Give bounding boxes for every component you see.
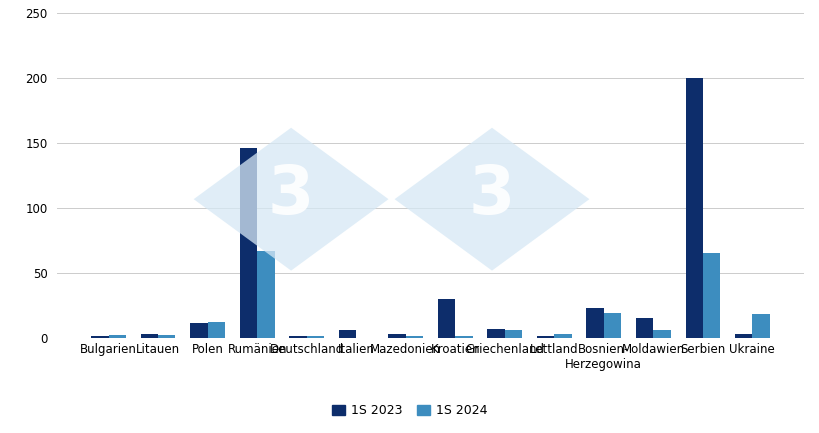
Bar <box>486 329 505 338</box>
Bar <box>536 336 554 338</box>
Bar <box>306 336 324 338</box>
Text: 3: 3 <box>268 162 314 228</box>
Bar <box>388 334 405 338</box>
Bar <box>240 148 257 338</box>
Bar <box>257 251 274 338</box>
Bar <box>455 336 472 338</box>
Bar <box>207 322 224 338</box>
Bar <box>702 253 719 338</box>
Bar <box>586 308 603 338</box>
Bar <box>752 314 769 338</box>
Text: 3: 3 <box>468 162 514 228</box>
Bar <box>158 335 175 338</box>
Bar <box>289 336 306 338</box>
Bar <box>603 313 620 338</box>
Bar <box>190 323 207 338</box>
Bar <box>653 330 670 338</box>
Bar <box>636 318 653 338</box>
Bar <box>141 334 158 338</box>
Bar <box>554 334 571 338</box>
Bar <box>734 334 752 338</box>
Bar <box>338 330 355 338</box>
Legend: 1S 2023, 1S 2024: 1S 2023, 1S 2024 <box>327 399 492 423</box>
Bar <box>437 299 455 338</box>
Bar <box>108 335 126 338</box>
Bar <box>505 330 522 338</box>
Bar <box>405 336 423 338</box>
Bar <box>91 336 108 338</box>
Bar <box>685 78 702 338</box>
